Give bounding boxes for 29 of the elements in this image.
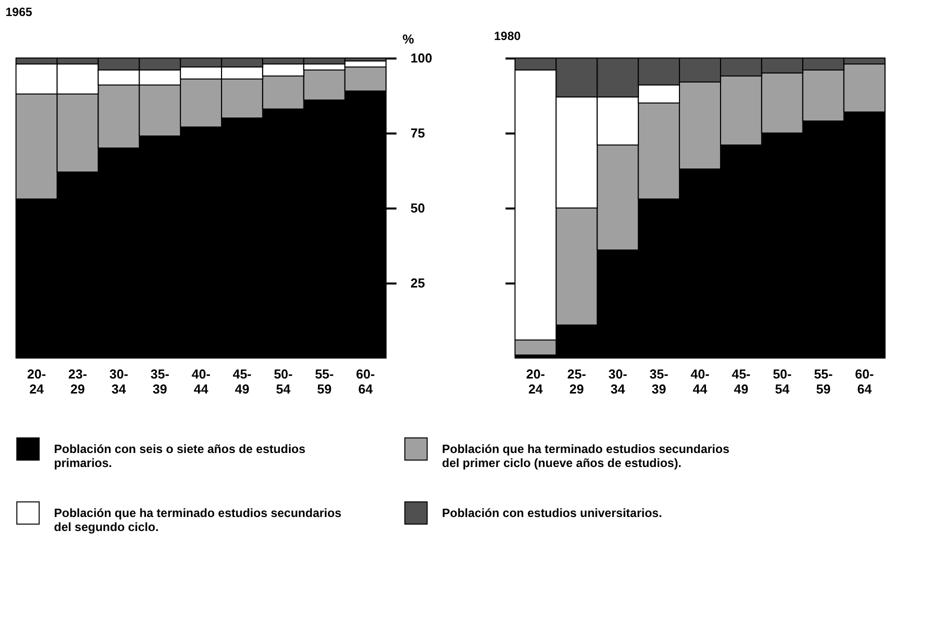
legend-label: Población que ha terminado estudios secundarios del segundo ciclo.: [54, 506, 342, 534]
x-tick-label: 40-44: [690, 366, 710, 396]
x-tick-label: 45-49: [732, 366, 751, 396]
x-tick-label: 20-24: [27, 366, 46, 396]
y-tick-label: 100: [410, 50, 432, 66]
x-tick-label: 45-49: [232, 366, 252, 396]
x-tick-label: 60-64: [855, 366, 874, 396]
x-tick-label: 20-24: [526, 366, 545, 396]
x-tick-label: 40-44: [192, 366, 210, 396]
x-tick-label: 30-34: [608, 366, 628, 396]
x-tick-label: 50-54: [772, 366, 792, 396]
x-tick-label: 35-39: [150, 366, 170, 396]
legend-label: Población con seis o siete años de estudios primarios.: [54, 442, 306, 470]
x-tick-label: 30-34: [109, 366, 128, 396]
y-tick-label: 75: [410, 126, 425, 140]
x-tick-label: 55-59: [314, 366, 334, 396]
x-tick-label: 50-54: [274, 366, 293, 396]
y-axis-title: %: [402, 32, 414, 46]
x-tick-label: 25-29: [567, 366, 586, 396]
x-tick-label: 55-59: [814, 366, 833, 396]
x-tick-label: 23-29: [68, 366, 88, 396]
y-tick-label: 25: [410, 276, 425, 290]
y-tick-label: 50: [410, 200, 425, 216]
chart-title: 1980: [494, 29, 522, 43]
legend-label: Población que ha terminado estudios secundarios del primer ciclo (nueve años de estudios).: [442, 442, 730, 470]
x-tick-label: 60-64: [356, 366, 375, 396]
legend-label: Población con estudios universitarios.: [442, 506, 662, 520]
x-tick-label: 35-39: [649, 366, 668, 396]
chart-title: 1965: [6, 5, 33, 19]
